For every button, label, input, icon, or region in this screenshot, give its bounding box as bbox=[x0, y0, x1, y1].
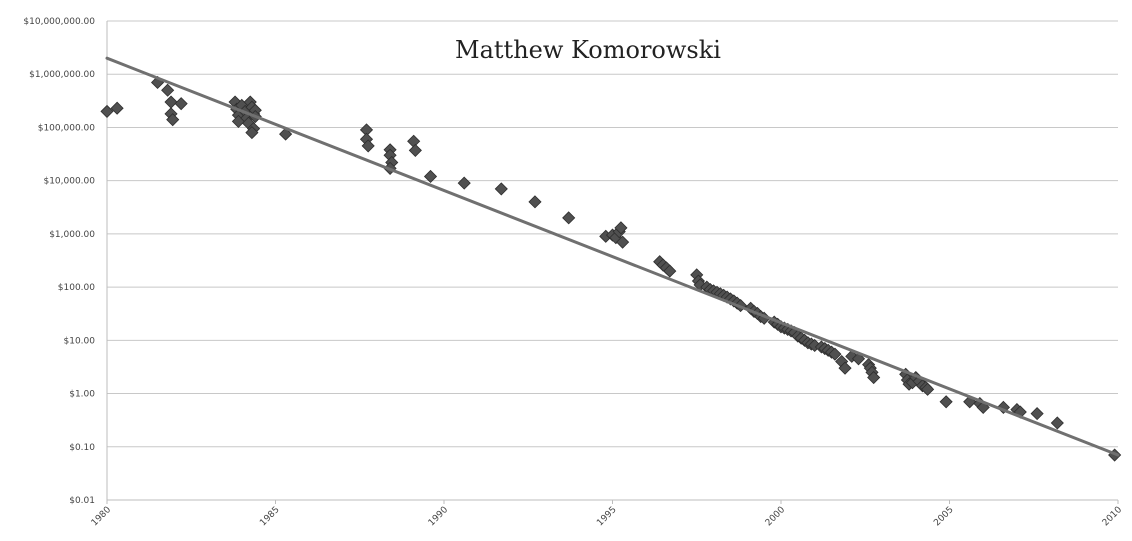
x-tick-label: 2010 bbox=[1101, 505, 1124, 528]
x-tick-label: 1985 bbox=[258, 505, 281, 528]
trend-line bbox=[105, 56, 1120, 457]
y-tick-label: $1.00 bbox=[69, 390, 95, 400]
data-point bbox=[867, 370, 881, 385]
y-tick-label: $0.10 bbox=[69, 443, 95, 453]
data-point bbox=[663, 264, 677, 278]
data-point bbox=[457, 176, 471, 190]
grid-lines bbox=[107, 20, 1118, 501]
y-tick-label: $100,000.00 bbox=[38, 123, 96, 133]
data-point bbox=[614, 221, 628, 235]
data-point bbox=[361, 139, 375, 153]
data-point bbox=[921, 382, 935, 396]
x-tick-label: 2000 bbox=[764, 505, 787, 528]
data-point bbox=[110, 101, 124, 115]
data-point bbox=[408, 143, 422, 157]
data-point bbox=[616, 235, 630, 249]
data-point bbox=[423, 169, 438, 184]
y-tick-label: $0.01 bbox=[69, 496, 95, 506]
x-tick-labels: 1980 1985 1990 1995 2000 2005 2010 bbox=[90, 500, 1124, 528]
data-point bbox=[164, 95, 178, 109]
data-point bbox=[494, 182, 508, 196]
x-tick-label: 1995 bbox=[595, 505, 618, 528]
x-tick-label: 1990 bbox=[427, 505, 450, 528]
data-point bbox=[1050, 416, 1064, 430]
data-point bbox=[100, 104, 114, 118]
data-point bbox=[939, 395, 953, 409]
y-tick-label: $10,000,000.00 bbox=[23, 17, 95, 27]
data-point bbox=[166, 113, 180, 127]
data-point bbox=[828, 347, 842, 361]
axes bbox=[106, 21, 1118, 501]
data-point bbox=[1030, 407, 1044, 421]
y-tick-label: $100.00 bbox=[58, 283, 95, 293]
x-tick-label: 2005 bbox=[932, 505, 955, 528]
y-tick-label: $10,000.00 bbox=[43, 177, 95, 187]
data-point bbox=[528, 195, 542, 209]
data-point bbox=[245, 126, 259, 140]
chart-annotation: Matthew Komorowski bbox=[455, 36, 721, 64]
x-tick-label: 1980 bbox=[90, 505, 113, 528]
y-tick-labels: $10,000,000.00 $1,000,000.00 $100,000.00 $1… bbox=[23, 17, 95, 506]
y-tick-label: $1,000,000.00 bbox=[29, 70, 95, 80]
y-tick-label: $10.00 bbox=[64, 336, 96, 346]
data-point bbox=[562, 211, 576, 225]
data-points bbox=[100, 75, 1122, 462]
y-tick-label: $1,000.00 bbox=[49, 230, 95, 240]
data-point bbox=[161, 83, 175, 97]
data-point bbox=[174, 97, 188, 111]
data-point bbox=[838, 361, 852, 375]
data-point bbox=[407, 134, 421, 148]
